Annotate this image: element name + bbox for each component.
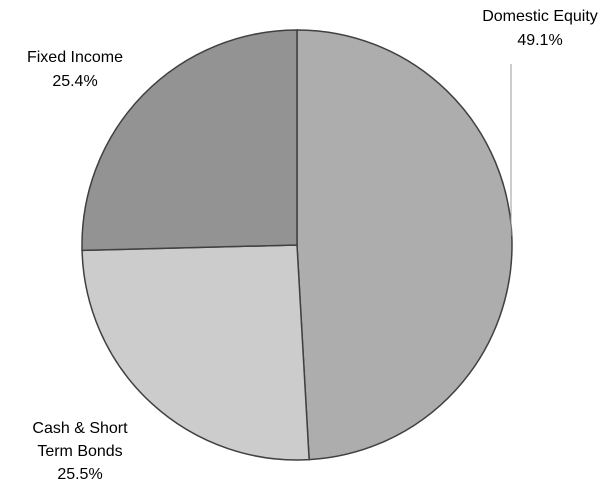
- data-labels: Domestic Equity 49.1% Cash & Short Term Bon…: [27, 8, 598, 483]
- pie-slice-fixed-income: [81, 29, 298, 252]
- data-label-value-domestic-equity: 49.1%: [517, 32, 562, 49]
- data-label-value-fixed-income: 25.4%: [52, 73, 97, 90]
- pie-slice-domestic-equity: [296, 29, 513, 461]
- pie-slice-cash-and-short-term-bonds: [81, 244, 310, 461]
- data-label-category-domestic-equity: Domestic Equity: [482, 8, 598, 25]
- data-label-category-cash-and-short-term-bonds: Cash & Short: [32, 420, 128, 437]
- data-label-category-fixed-income: Fixed Income: [27, 49, 123, 66]
- pie-slices: [81, 29, 513, 461]
- data-label-category-cash-and-short-term-bonds: Term Bonds: [37, 443, 122, 460]
- data-label-value-cash-and-short-term-bonds: 25.5%: [57, 466, 102, 483]
